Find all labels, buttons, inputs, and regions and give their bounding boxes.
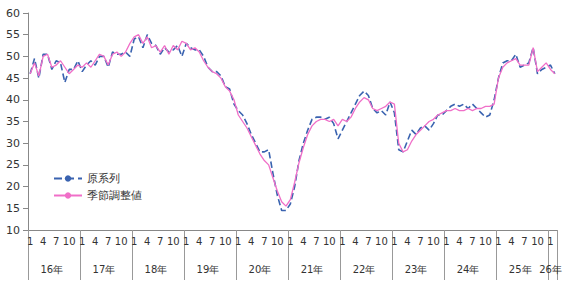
svg-text:10: 10 (323, 236, 336, 247)
svg-text:1: 1 (235, 236, 241, 247)
svg-text:7: 7 (469, 236, 475, 247)
svg-text:20年: 20年 (249, 264, 272, 275)
svg-text:4: 4 (300, 236, 306, 247)
svg-text:1: 1 (391, 236, 397, 247)
svg-text:4: 4 (144, 236, 150, 247)
svg-text:1: 1 (443, 236, 449, 247)
svg-text:10: 10 (375, 236, 388, 247)
svg-text:4: 4 (92, 236, 98, 247)
svg-text:10: 10 (63, 236, 76, 247)
svg-text:21年: 21年 (301, 264, 324, 275)
svg-text:10: 10 (479, 236, 492, 247)
svg-text:4: 4 (40, 236, 46, 247)
svg-text:23年: 23年 (405, 264, 428, 275)
svg-text:26年: 26年 (539, 264, 562, 275)
svg-text:1: 1 (131, 236, 137, 247)
svg-text:7: 7 (521, 236, 527, 247)
svg-text:7: 7 (365, 236, 371, 247)
svg-text:1: 1 (79, 236, 85, 247)
svg-text:4: 4 (508, 236, 514, 247)
svg-text:10: 10 (219, 236, 232, 247)
svg-text:原系列: 原系列 (87, 172, 120, 185)
svg-text:季節調整値: 季節調整値 (87, 189, 142, 202)
svg-text:10: 10 (6, 224, 20, 237)
svg-text:7: 7 (313, 236, 319, 247)
svg-text:4: 4 (404, 236, 410, 247)
svg-text:1: 1 (495, 236, 501, 247)
svg-text:10: 10 (167, 236, 180, 247)
svg-text:7: 7 (261, 236, 267, 247)
svg-text:18年: 18年 (145, 264, 168, 275)
svg-text:35: 35 (6, 115, 20, 128)
svg-text:25年: 25年 (509, 264, 532, 275)
svg-text:10: 10 (271, 236, 284, 247)
svg-text:7: 7 (417, 236, 423, 247)
svg-text:30: 30 (6, 137, 20, 150)
svg-text:1: 1 (183, 236, 189, 247)
svg-text:15: 15 (6, 202, 20, 215)
svg-text:4: 4 (456, 236, 462, 247)
svg-text:7: 7 (157, 236, 163, 247)
svg-text:1: 1 (547, 236, 553, 247)
svg-text:4: 4 (248, 236, 254, 247)
svg-text:1: 1 (27, 236, 33, 247)
svg-text:4: 4 (196, 236, 202, 247)
svg-text:1: 1 (339, 236, 345, 247)
svg-text:7: 7 (209, 236, 215, 247)
svg-text:50: 50 (6, 50, 20, 63)
svg-text:17年: 17年 (93, 264, 116, 275)
svg-text:16年: 16年 (40, 264, 63, 275)
svg-text:1: 1 (287, 236, 293, 247)
svg-text:10: 10 (531, 236, 544, 247)
svg-text:25: 25 (6, 158, 20, 171)
svg-text:7: 7 (105, 236, 111, 247)
svg-text:10: 10 (427, 236, 440, 247)
svg-text:24年: 24年 (457, 264, 480, 275)
svg-text:55: 55 (6, 28, 20, 41)
svg-text:20: 20 (6, 180, 20, 193)
svg-text:60: 60 (6, 7, 20, 20)
svg-text:19年: 19年 (197, 264, 220, 275)
svg-text:10: 10 (115, 236, 128, 247)
svg-text:22年: 22年 (353, 264, 376, 275)
svg-text:4: 4 (352, 236, 358, 247)
svg-text:45: 45 (6, 72, 20, 85)
svg-text:40: 40 (6, 93, 20, 106)
svg-text:7: 7 (53, 236, 59, 247)
